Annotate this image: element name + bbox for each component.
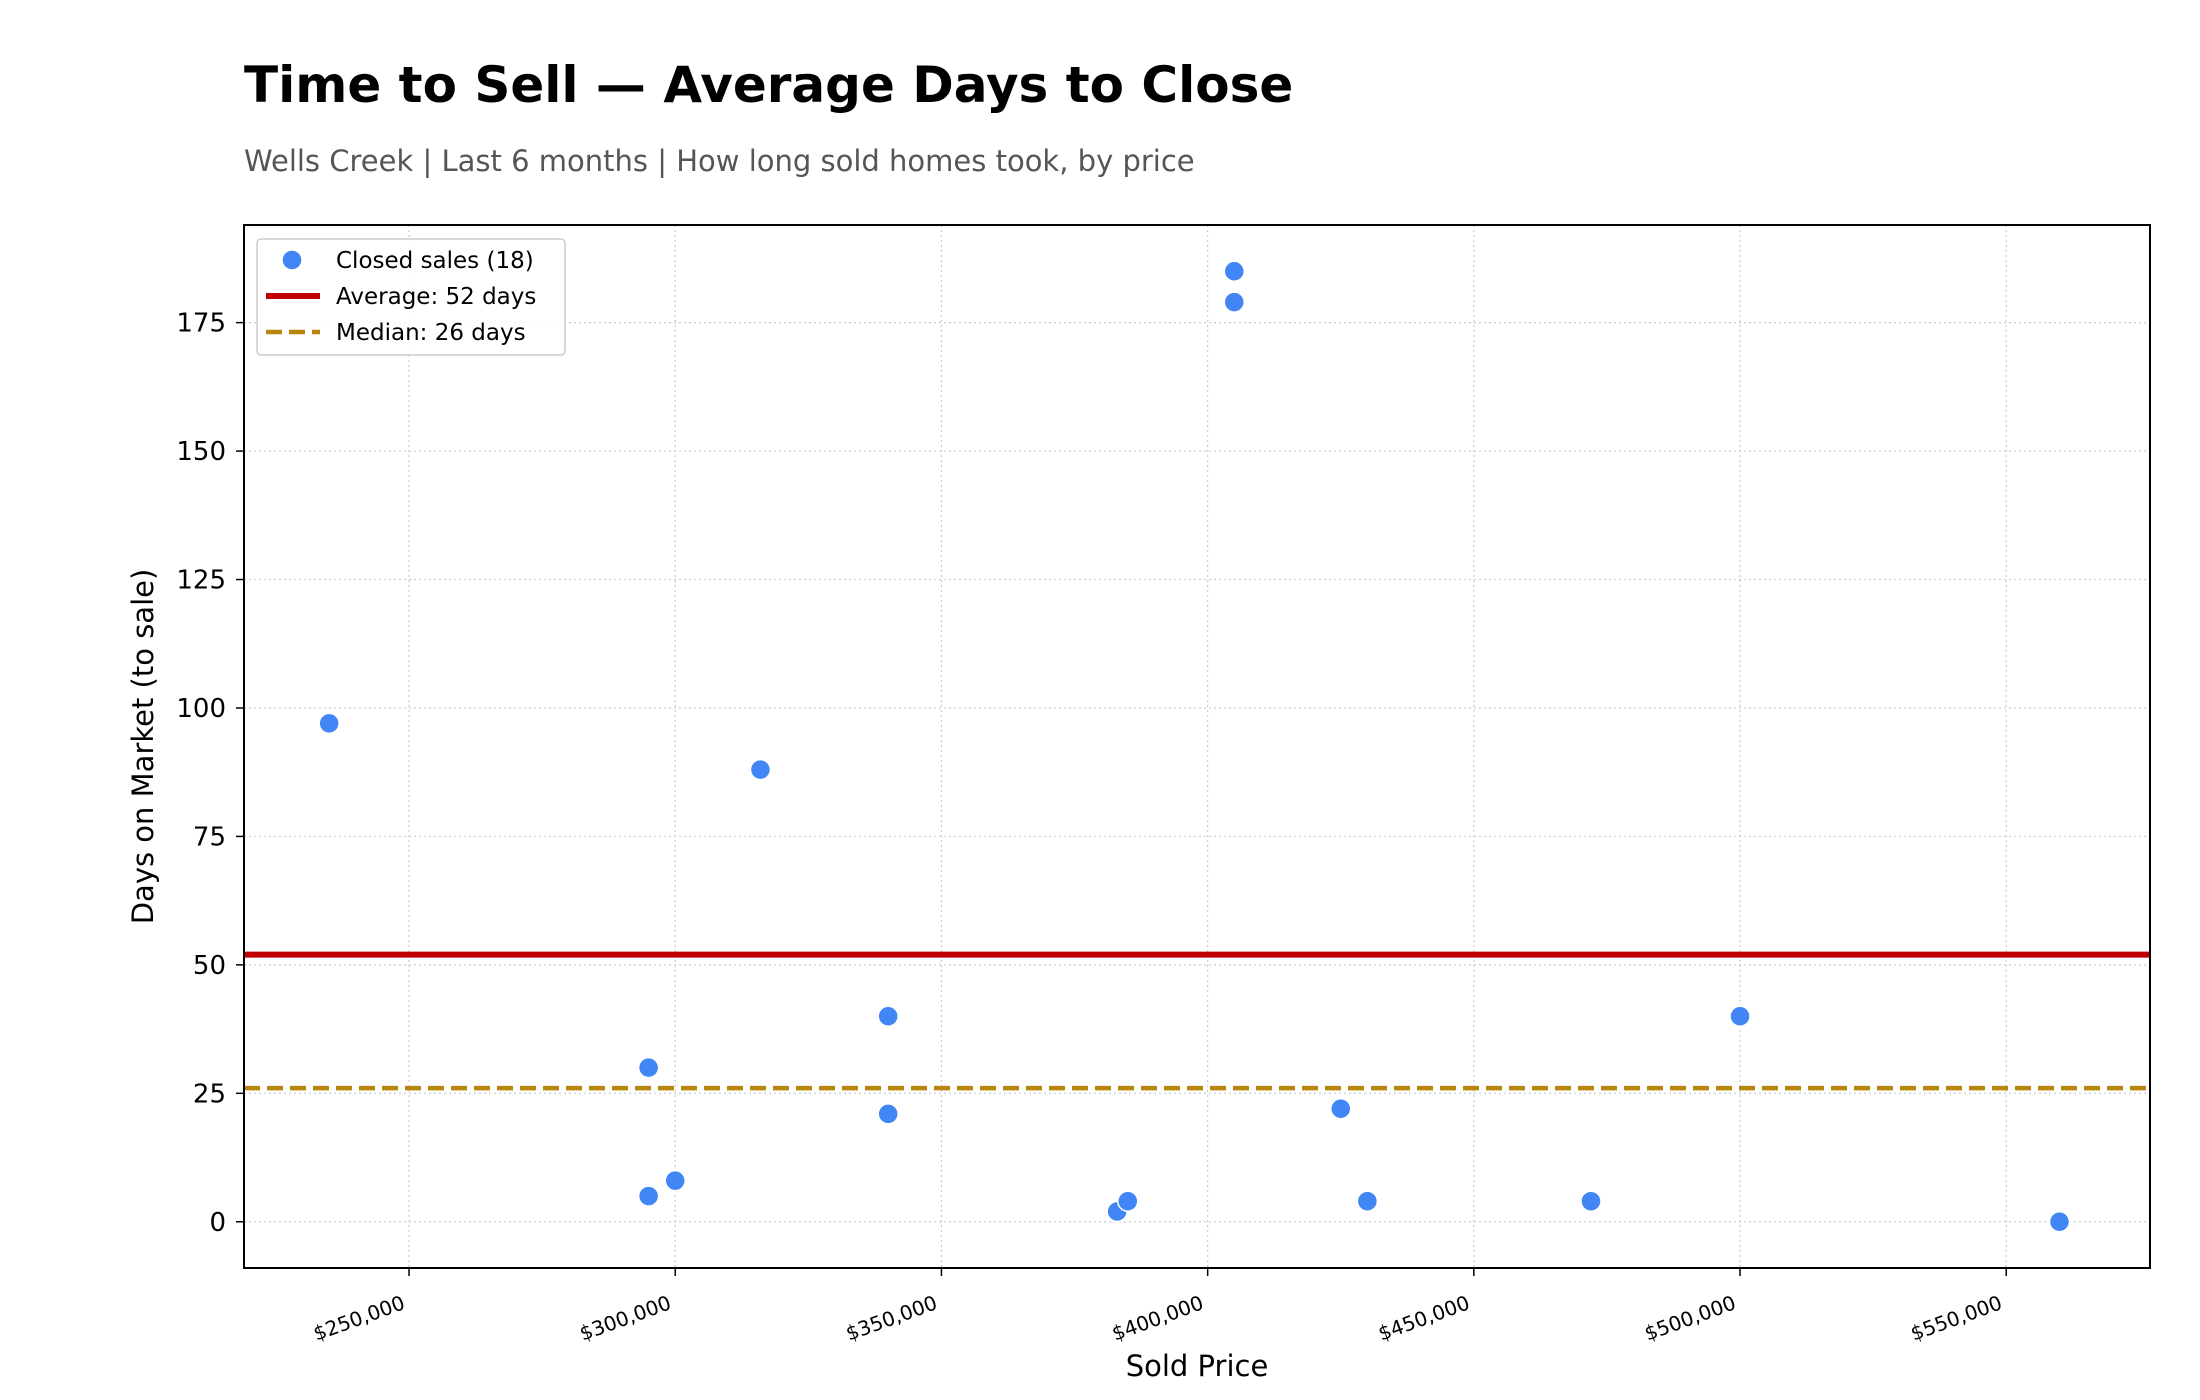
x-tick-label: $350,000 bbox=[842, 1290, 940, 1345]
data-point bbox=[1356, 1190, 1379, 1212]
x-tick-label: $400,000 bbox=[1109, 1290, 1207, 1345]
data-points bbox=[318, 260, 2071, 1233]
x-axis: $250,000 $300,000 $350,000 $400,000 $450,000… bbox=[310, 1268, 2008, 1346]
y-tick-label: 50 bbox=[193, 951, 226, 981]
data-point bbox=[877, 1005, 899, 1027]
data-point bbox=[1223, 291, 1246, 313]
data-point bbox=[749, 758, 772, 781]
data-point bbox=[1329, 1097, 1352, 1120]
data-point bbox=[637, 1185, 660, 1207]
legend-box bbox=[256, 238, 566, 356]
data-point bbox=[1729, 1005, 1751, 1027]
legend-label: Median: 26 days bbox=[336, 320, 526, 346]
x-tick-label: $250,000 bbox=[310, 1290, 408, 1345]
legend-marker bbox=[281, 249, 303, 271]
x-tick-label: $450,000 bbox=[1375, 1290, 1473, 1345]
y-tick-label: 100 bbox=[176, 694, 226, 724]
data-point bbox=[637, 1056, 660, 1079]
legend-label: Average: 52 days bbox=[336, 284, 536, 310]
data-point bbox=[1117, 1190, 1139, 1212]
legend: Closed sales (18) Average: 52 days Median:… bbox=[256, 238, 566, 356]
grid bbox=[244, 225, 2150, 1268]
data-point bbox=[318, 712, 340, 735]
y-tick-label: 0 bbox=[209, 1208, 226, 1238]
x-tick-label: $300,000 bbox=[576, 1290, 674, 1345]
x-tick-label: $500,000 bbox=[1641, 1290, 1739, 1345]
y-tick-label: 125 bbox=[176, 566, 226, 596]
data-point bbox=[877, 1103, 899, 1125]
y-tick-label: 175 bbox=[176, 309, 226, 339]
x-tick-label: $550,000 bbox=[1907, 1290, 2005, 1345]
chart-title: Time to Sell — Average Days to Close bbox=[244, 56, 1294, 114]
y-tick-label: 75 bbox=[193, 822, 226, 852]
chart-subtitle: Wells Creek | Last 6 months | How long s… bbox=[244, 144, 1195, 178]
legend-label: Closed sales (18) bbox=[336, 248, 534, 274]
y-axis: 0 25 50 75 100 125 150 175 bbox=[176, 309, 244, 1238]
plot-frame bbox=[243, 224, 2151, 1269]
data-point bbox=[1580, 1190, 1602, 1212]
y-tick-label: 25 bbox=[193, 1079, 226, 1109]
reference-lines bbox=[244, 951, 2150, 1091]
data-point bbox=[2048, 1211, 2071, 1233]
data-point bbox=[664, 1169, 686, 1192]
y-tick-label: 150 bbox=[176, 437, 226, 467]
y-axis-label: Days on Market (to sale) bbox=[126, 569, 160, 925]
x-axis-label: Sold Price bbox=[1126, 1349, 1269, 1383]
data-point bbox=[1223, 260, 1246, 282]
